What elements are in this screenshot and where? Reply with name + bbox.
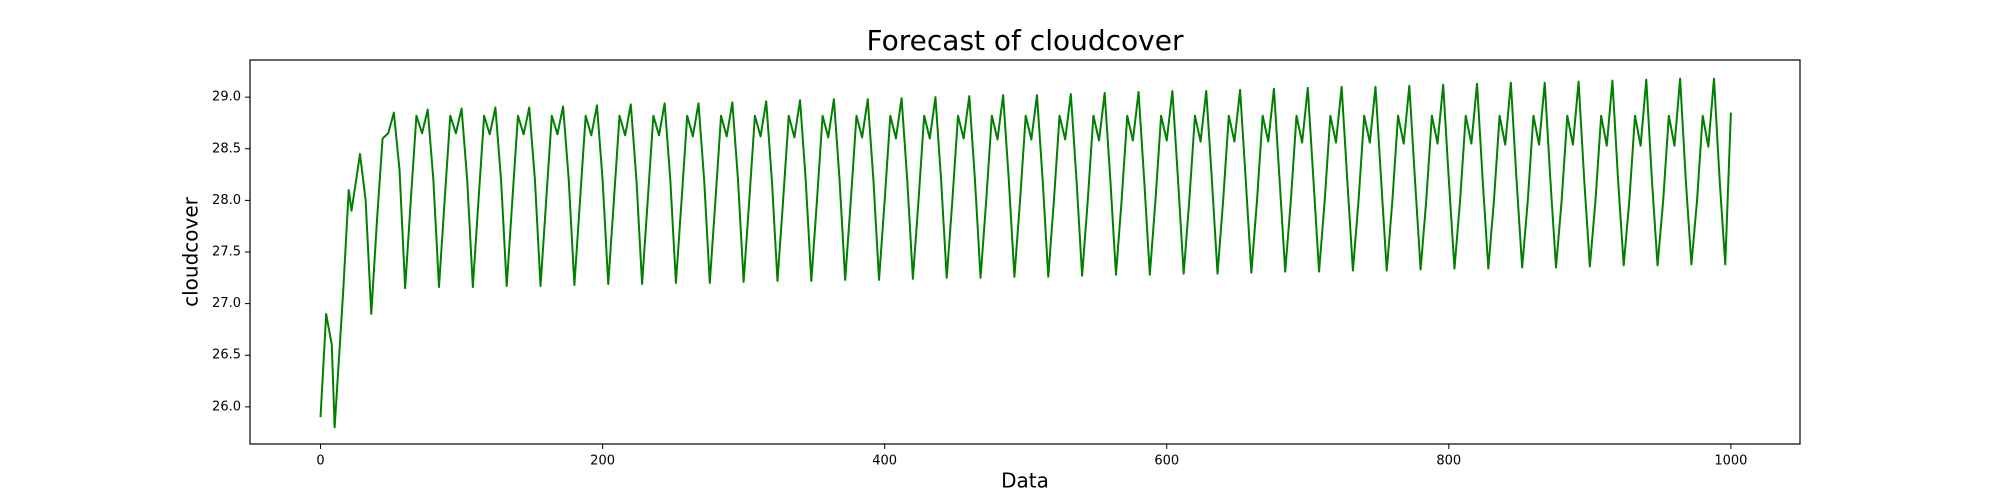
chart-title: Forecast of cloudcover bbox=[867, 24, 1184, 57]
y-tick-label: 26.5 bbox=[212, 348, 241, 363]
x-tick-label: 400 bbox=[872, 454, 897, 469]
y-tick-label: 27.5 bbox=[212, 245, 241, 260]
y-tick-label: 28.0 bbox=[212, 193, 241, 208]
y-tick-label: 28.5 bbox=[212, 141, 241, 156]
y-axis-label: cloudcover bbox=[179, 196, 203, 307]
x-tick-label: 1000 bbox=[1714, 454, 1747, 469]
y-tick-label: 29.0 bbox=[212, 90, 241, 105]
x-tick-label: 0 bbox=[316, 454, 324, 469]
x-tick-label: 200 bbox=[590, 454, 615, 469]
x-tick-label: 600 bbox=[1154, 454, 1179, 469]
line bbox=[319, 77, 1732, 429]
x-tick-label: 800 bbox=[1436, 454, 1461, 469]
x-axis-label: Data bbox=[1001, 469, 1049, 493]
y-tick-label: 26.0 bbox=[212, 399, 241, 414]
y-tick-label: 27.0 bbox=[212, 296, 241, 311]
